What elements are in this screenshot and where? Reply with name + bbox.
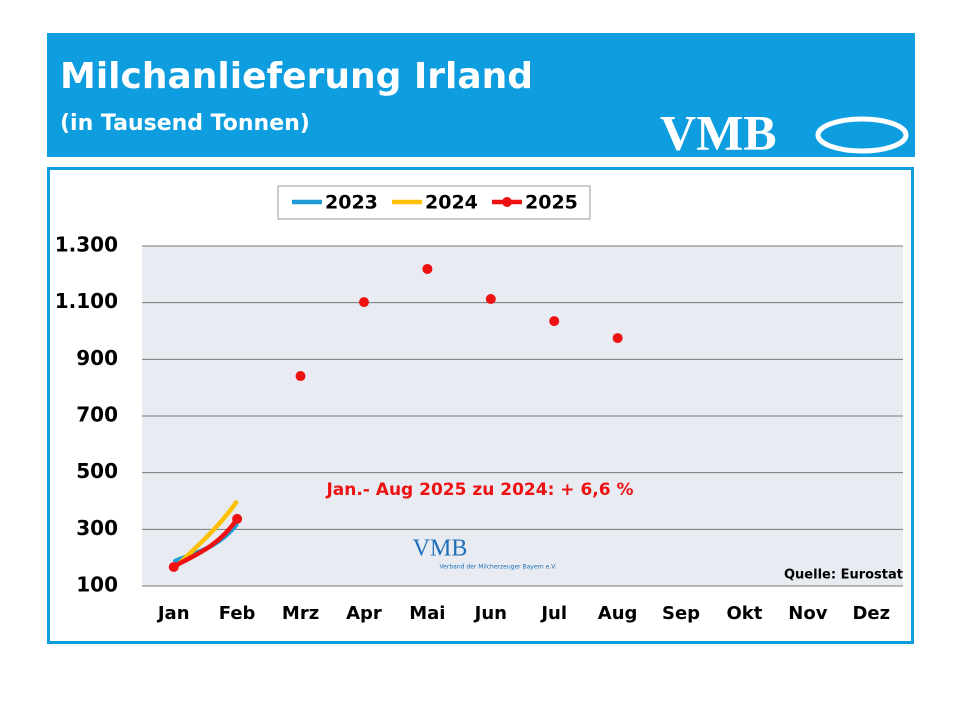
- x-tick-label: Mrz: [282, 603, 319, 624]
- y-tick-label: 1.100: [55, 289, 118, 313]
- legend-label: 2025: [525, 192, 578, 214]
- data-point: [358, 297, 369, 308]
- x-tick-label: Feb: [219, 603, 256, 624]
- y-tick-label: 100: [76, 573, 118, 597]
- watermark-logo: VMB: [413, 536, 468, 562]
- legend-marker: [502, 197, 512, 207]
- data-point: [168, 562, 179, 573]
- data-point: [549, 316, 560, 327]
- x-tick-label: Aug: [598, 603, 638, 624]
- logo: VMB: [660, 104, 777, 160]
- x-tick-label: Nov: [788, 603, 827, 624]
- legend-label: 2023: [325, 192, 378, 214]
- chart-subtitle: (in Tausend Tonnen): [60, 111, 310, 136]
- data-point: [232, 513, 243, 524]
- y-tick-label: 300: [76, 516, 118, 540]
- y-tick-label: 700: [76, 403, 118, 427]
- data-point: [295, 371, 306, 382]
- data-point: [485, 293, 496, 304]
- header-band: [47, 33, 915, 157]
- x-tick-label: Apr: [346, 603, 382, 624]
- legend-label: 2024: [425, 192, 478, 214]
- x-tick-label: Dez: [852, 603, 890, 624]
- y-tick-label: 1.300: [55, 233, 118, 257]
- x-tick-label: Sep: [662, 603, 700, 624]
- x-tick-label: Jan: [156, 603, 190, 624]
- y-tick-label: 900: [76, 346, 118, 370]
- source: Quelle: Eurostat: [784, 568, 903, 583]
- x-tick-label: Jul: [539, 603, 567, 624]
- watermark-subtext: Verband der Milcherzeuger Bayern e.V.: [440, 564, 557, 571]
- logo-swoosh: [815, 116, 909, 154]
- x-tick-label: Mai: [409, 603, 445, 624]
- x-tick-label: Jun: [473, 603, 507, 624]
- legend-box: [277, 185, 591, 220]
- annotation: Jan.- Aug 2025 zu 2024: + 6,6 %: [325, 480, 633, 500]
- x-tick-label: Okt: [727, 603, 763, 624]
- data-point: [612, 333, 623, 344]
- data-point: [422, 263, 433, 274]
- y-tick-label: 500: [76, 459, 118, 483]
- chart-title: Milchanlieferung Irland: [60, 56, 533, 97]
